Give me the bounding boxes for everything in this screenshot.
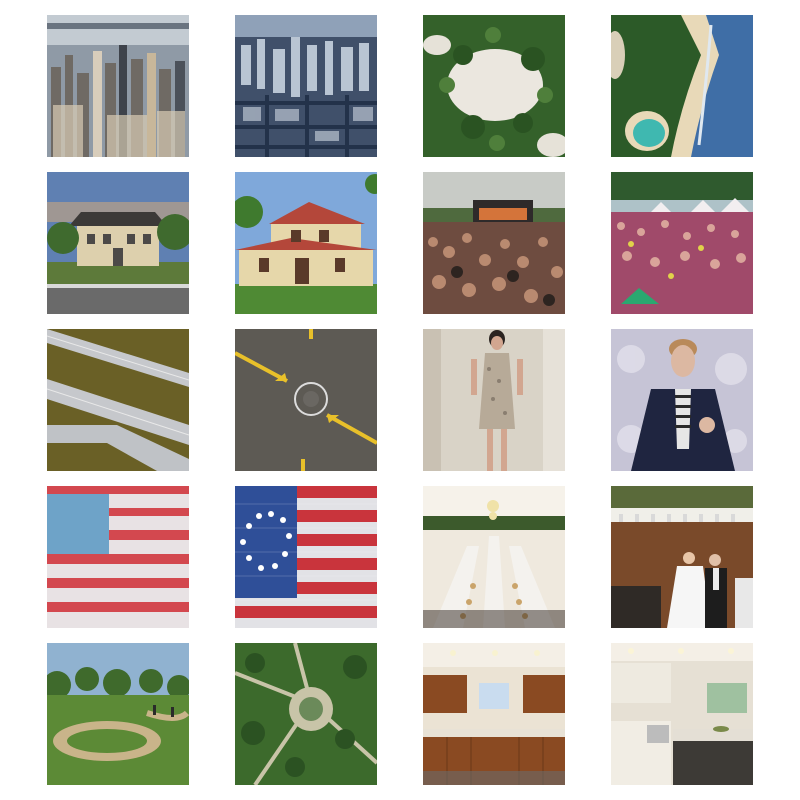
kitchen-white-cabinets-image [611,643,753,785]
tile-banquet-hall[interactable] [423,486,565,628]
tile-festival-crowd[interactable] [611,172,753,314]
city-aerial-dense-image [235,15,377,157]
city-skyline-aerial-image [47,15,189,157]
festival-crowd-image [611,172,753,314]
road-markings-aerial-image [235,329,377,471]
tile-flag-wood[interactable] [235,486,377,628]
tile-city-aerial[interactable] [235,15,377,157]
coastline-beach-aerial-image [611,15,753,157]
tile-park-path[interactable] [47,643,189,785]
banquet-hall-image [423,486,565,628]
park-path-image [47,643,189,785]
man-singing-image [611,329,753,471]
tile-flag-faded[interactable] [47,486,189,628]
tile-kitchen-white[interactable] [611,643,753,785]
tile-coastline[interactable] [611,15,753,157]
tile-kitchen-wood[interactable] [423,643,565,785]
concert-crowd-image [423,172,565,314]
tile-highway[interactable] [47,329,189,471]
wedding-couple-image [611,486,753,628]
tile-concert-crowd[interactable] [423,172,565,314]
tile-city-skyline[interactable] [47,15,189,157]
park-aerial-image [235,643,377,785]
american-flag-wood-image [235,486,377,628]
house-red-roof-image [235,172,377,314]
tile-house-suburban[interactable] [47,172,189,314]
tile-house-red-roof[interactable] [235,172,377,314]
tile-forest-clearing[interactable] [423,15,565,157]
tile-woman-dress[interactable] [423,329,565,471]
tile-wedding-couple[interactable] [611,486,753,628]
tile-park-aerial[interactable] [235,643,377,785]
tile-road-markings[interactable] [235,329,377,471]
highway-aerial-image [47,329,189,471]
kitchen-wood-cabinets-image [423,643,565,785]
tile-man-singing[interactable] [611,329,753,471]
forest-clearing-aerial-image [423,15,565,157]
american-flag-faded-image [47,486,189,628]
woman-dress-image [423,329,565,471]
house-suburban-image [47,172,189,314]
